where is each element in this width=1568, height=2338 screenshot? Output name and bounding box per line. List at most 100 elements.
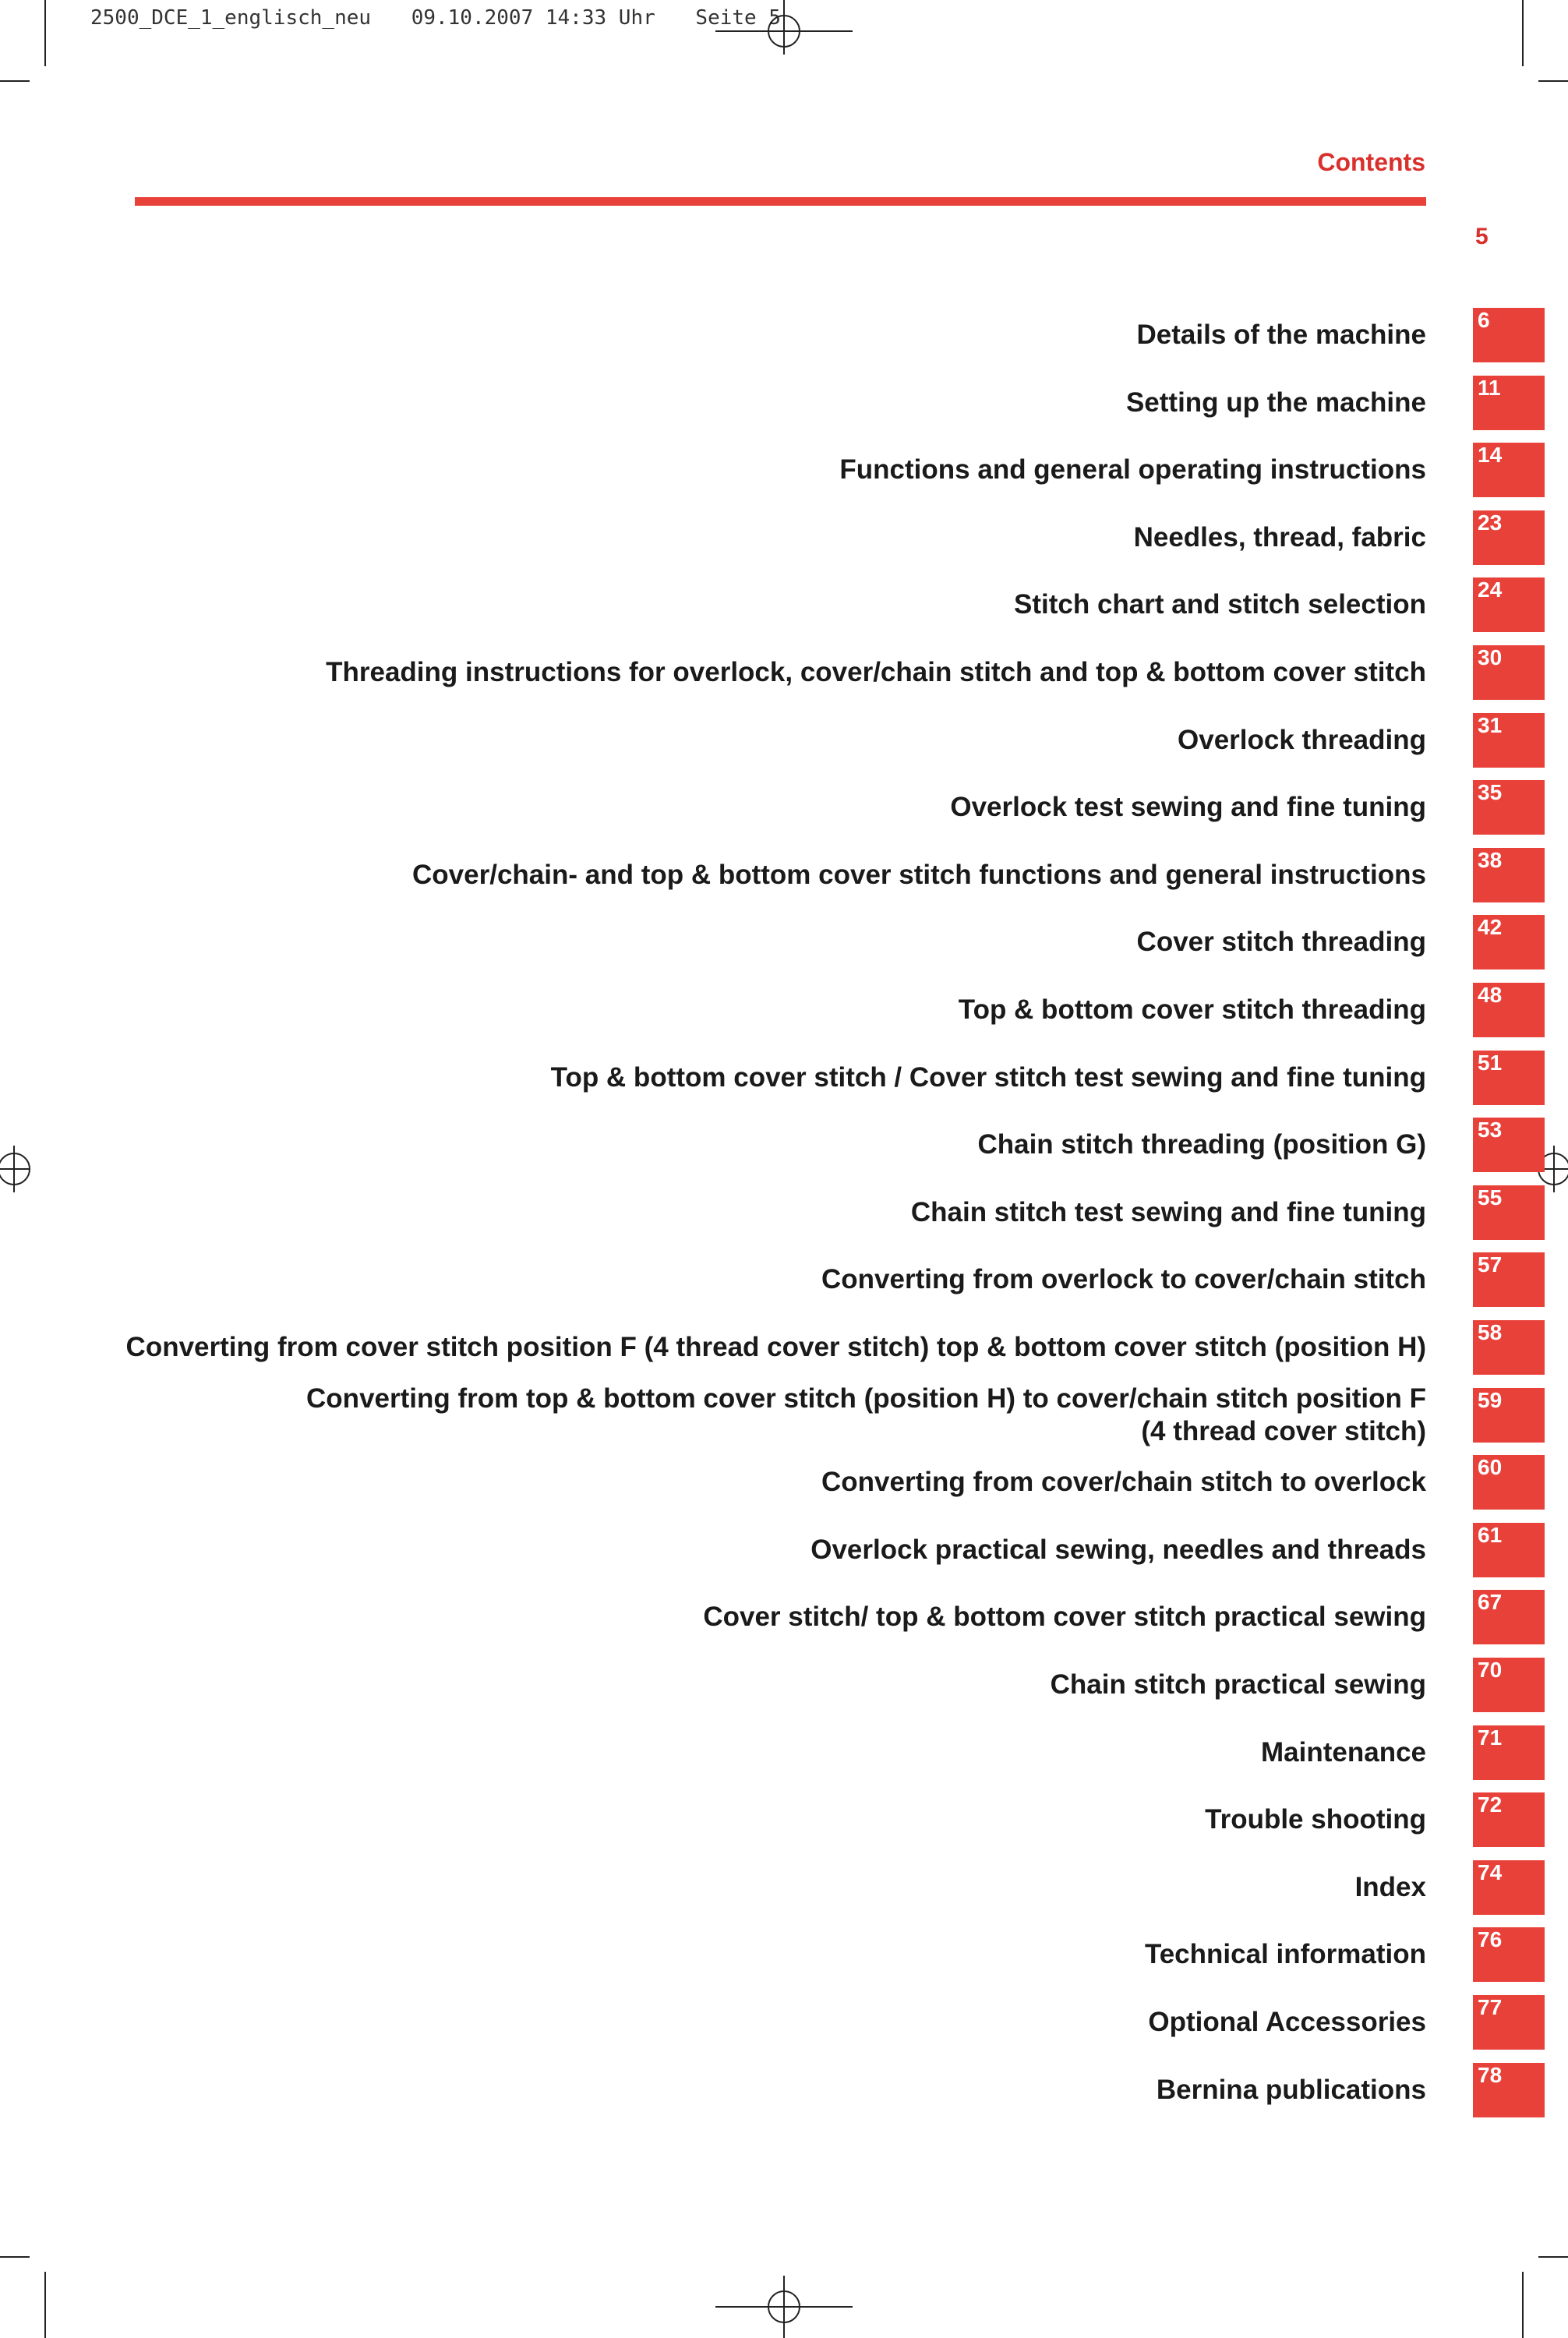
toc-entry-page: 57 [1478, 1252, 1503, 1277]
toc-entry[interactable]: Functions and general operating instruct… [0, 443, 1568, 498]
toc-entry-page: 59 [1478, 1387, 1503, 1412]
toc-entry-page: 53 [1478, 1118, 1503, 1143]
crop-mark [0, 2256, 30, 2258]
toc-entry-label: Setting up the machine [1125, 387, 1426, 418]
toc-entry-page: 35 [1478, 780, 1503, 805]
toc-entry-page: 61 [1478, 1522, 1503, 1547]
toc-page-tab: 6 [1473, 308, 1545, 362]
toc-entry[interactable]: Stitch chart and stitch selection 24 [0, 577, 1568, 633]
toc-entry[interactable]: Top & bottom cover stitch / Cover stitch… [0, 1050, 1568, 1105]
toc-page-tab: 38 [1473, 847, 1545, 902]
toc-entry-page: 55 [1478, 1185, 1503, 1210]
toc-page-tab: 35 [1473, 780, 1545, 835]
toc-entry-page: 70 [1478, 1658, 1503, 1682]
toc-page-tab: 11 [1473, 375, 1545, 430]
toc-page-tab: 23 [1473, 510, 1545, 565]
toc-page-tab: 77 [1473, 1995, 1545, 2050]
toc-entry-page: 51 [1478, 1050, 1503, 1075]
toc-entry-label: Chain stitch threading (position G) [977, 1129, 1426, 1160]
toc-page-tab: 60 [1473, 1455, 1545, 1510]
toc-page-tab: 48 [1473, 983, 1545, 1037]
toc-page-tab: 59 [1473, 1387, 1545, 1443]
crop-mark [1538, 2256, 1568, 2258]
registration-mark-left [0, 1146, 30, 1192]
toc-entry[interactable]: Converting from cover stitch position F … [0, 1320, 1568, 1375]
toc-page-tab: 42 [1473, 915, 1545, 970]
toc-entry[interactable]: Index 74 [0, 1859, 1568, 1915]
crop-mark [1522, 2272, 1524, 2338]
toc-entry[interactable]: Overlock threading 31 [0, 712, 1568, 768]
toc-page-tab: 30 [1473, 645, 1545, 700]
toc-entry-label: Overlock test sewing and fine tuning [950, 792, 1426, 823]
toc-entry-label: Converting from cover stitch position F … [125, 1332, 1426, 1362]
toc-entry-label: Cover stitch threading [1136, 927, 1426, 958]
toc-entry[interactable]: Maintenance 71 [0, 1725, 1568, 1780]
toc-entry-label: Converting from cover/chain stitch to ov… [821, 1467, 1426, 1498]
toc-entry-label: Chain stitch practical sewing [1050, 1669, 1426, 1700]
slug-file: 2500_DCE_1_englisch_neu [90, 6, 372, 30]
toc-page-tab: 14 [1473, 443, 1545, 498]
toc-entry[interactable]: Chain stitch practical sewing 70 [0, 1658, 1568, 1712]
toc-page-tab: 71 [1473, 1725, 1545, 1780]
toc-entry-page: 11 [1478, 375, 1501, 400]
toc-entry-page: 38 [1478, 847, 1503, 872]
toc-entry-page: 31 [1478, 712, 1503, 737]
toc-entry-label: Converting from top & bottom cover stitc… [306, 1383, 1426, 1446]
toc-entry[interactable]: Setting up the machine 11 [0, 375, 1568, 430]
toc-entry-page: 67 [1478, 1590, 1503, 1615]
crop-mark [1522, 0, 1524, 66]
registration-mark-bottom [715, 2276, 853, 2338]
toc-entry[interactable]: Converting from cover/chain stitch to ov… [0, 1455, 1568, 1510]
toc-page-tab: 61 [1473, 1522, 1545, 1577]
toc-page-tab: 70 [1473, 1658, 1545, 1712]
slug-date: 09.10.2007 14:33 Uhr [411, 6, 655, 30]
toc-entry[interactable]: Converting from top & bottom cover stitc… [0, 1383, 1568, 1446]
toc-entry[interactable]: Overlock practical sewing, needles and t… [0, 1522, 1568, 1577]
crop-mark [1538, 80, 1568, 82]
toc-page-tab: 51 [1473, 1050, 1545, 1105]
toc-entry[interactable]: Needles, thread, fabric 23 [0, 510, 1568, 565]
printer-slug: 2500_DCE_1_englisch_neu 09.10.2007 14:33… [90, 6, 809, 30]
toc-entry-page: 58 [1478, 1320, 1503, 1344]
slug-page: Seite 5 [695, 6, 781, 30]
toc-entry-label: Converting from overlock to cover/chain … [821, 1264, 1426, 1295]
toc-entry-label: Trouble shooting [1205, 1804, 1426, 1835]
toc-page-tab: 24 [1473, 577, 1545, 633]
toc-entry-page: 48 [1478, 983, 1503, 1007]
toc-entry[interactable]: Threading instructions for overlock, cov… [0, 645, 1568, 700]
toc-entry-label: Cover stitch/ top & bottom cover stitch … [703, 1602, 1426, 1633]
toc-entry[interactable]: Top & bottom cover stitch threading 48 [0, 983, 1568, 1037]
toc-entry[interactable]: Bernina publications 78 [0, 2062, 1568, 2117]
toc-page-tab: 74 [1473, 1859, 1545, 1915]
toc-entry[interactable]: Converting from overlock to cover/chain … [0, 1252, 1568, 1308]
toc-entry-label: Index [1354, 1871, 1426, 1902]
toc-entry-page: 76 [1478, 1927, 1503, 1952]
toc-entry-page: 74 [1478, 1859, 1503, 1884]
toc-entry[interactable]: Cover stitch/ top & bottom cover stitch … [0, 1590, 1568, 1645]
toc-entry-page: 78 [1478, 2062, 1503, 2087]
toc-entry-label: Optional Accessories [1148, 2007, 1426, 2037]
header-rule [135, 197, 1426, 206]
toc-entry[interactable]: Chain stitch test sewing and fine tuning… [0, 1185, 1568, 1240]
toc-entry-label: Stitch chart and stitch selection [1014, 589, 1426, 620]
toc-page-tab: 57 [1473, 1252, 1545, 1308]
toc-entry[interactable]: Technical information 76 [0, 1927, 1568, 1983]
toc-entry[interactable]: Overlock test sewing and fine tuning 35 [0, 780, 1568, 835]
toc-entry[interactable]: Cover/chain- and top & bottom cover stit… [0, 847, 1568, 902]
toc-page-tab: 58 [1473, 1320, 1545, 1375]
crop-mark [44, 2272, 46, 2338]
toc-entry-label: Needles, thread, fabric [1133, 521, 1426, 553]
toc-entry-label: Cover/chain- and top & bottom cover stit… [412, 859, 1426, 890]
toc-entry[interactable]: Trouble shooting 72 [0, 1792, 1568, 1848]
registration-mark-top [715, 0, 853, 55]
toc-entry-page: 60 [1478, 1455, 1503, 1480]
toc-entry[interactable]: Optional Accessories 77 [0, 1995, 1568, 2050]
toc-page-tab: 55 [1473, 1185, 1545, 1240]
toc-entry[interactable]: Cover stitch threading 42 [0, 915, 1568, 970]
toc-entry-page: 77 [1478, 1995, 1503, 2019]
toc-page-tab: 67 [1473, 1590, 1545, 1645]
toc-entry[interactable]: Details of the machine 6 [0, 308, 1568, 362]
toc-entry[interactable]: Chain stitch threading (position G) 53 [0, 1118, 1568, 1173]
toc-entry-label: Overlock practical sewing, needles and t… [810, 1534, 1426, 1565]
